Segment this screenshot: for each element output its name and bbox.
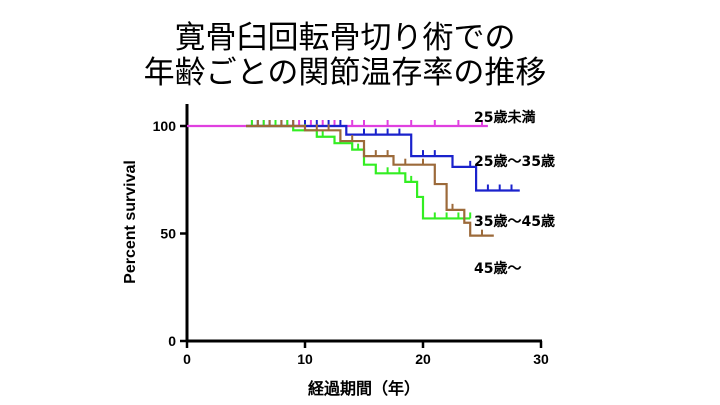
series-line-2: [246, 124, 471, 220]
series-label-3: 45歳〜: [474, 260, 521, 277]
title-line-2: 年齢ごとの関節温存率の推移: [143, 55, 547, 91]
x-tick-label-3: 30: [533, 351, 549, 367]
x-tick-label-0: 0: [183, 351, 191, 367]
title-line-1: 寛骨臼回転骨切り術での: [174, 20, 516, 56]
series-label-0: 25歳未満: [474, 109, 535, 126]
y-axis-title: Percent survival: [122, 160, 139, 284]
x-axis-title: 経過期間（年）: [308, 379, 420, 398]
labels-layer: 25歳未満 25歳〜35歳 35歳〜45歳 45歳〜: [474, 109, 555, 277]
series-line-3: [246, 124, 494, 237]
series-label-1: 25歳〜35歳: [474, 153, 555, 170]
series-line-1: [246, 124, 520, 192]
series-label-2: 35歳〜45歳: [474, 213, 555, 230]
series-layer: [187, 120, 520, 237]
y-tick-label-2: 100: [153, 118, 177, 134]
axes: 0 10 20 30 0 50 100: [153, 104, 549, 367]
x-tick-label-1: 10: [297, 351, 313, 367]
x-tick-label-2: 20: [415, 351, 431, 367]
y-tick-label-1: 50: [160, 226, 176, 242]
y-tick-label-0: 0: [168, 333, 176, 349]
